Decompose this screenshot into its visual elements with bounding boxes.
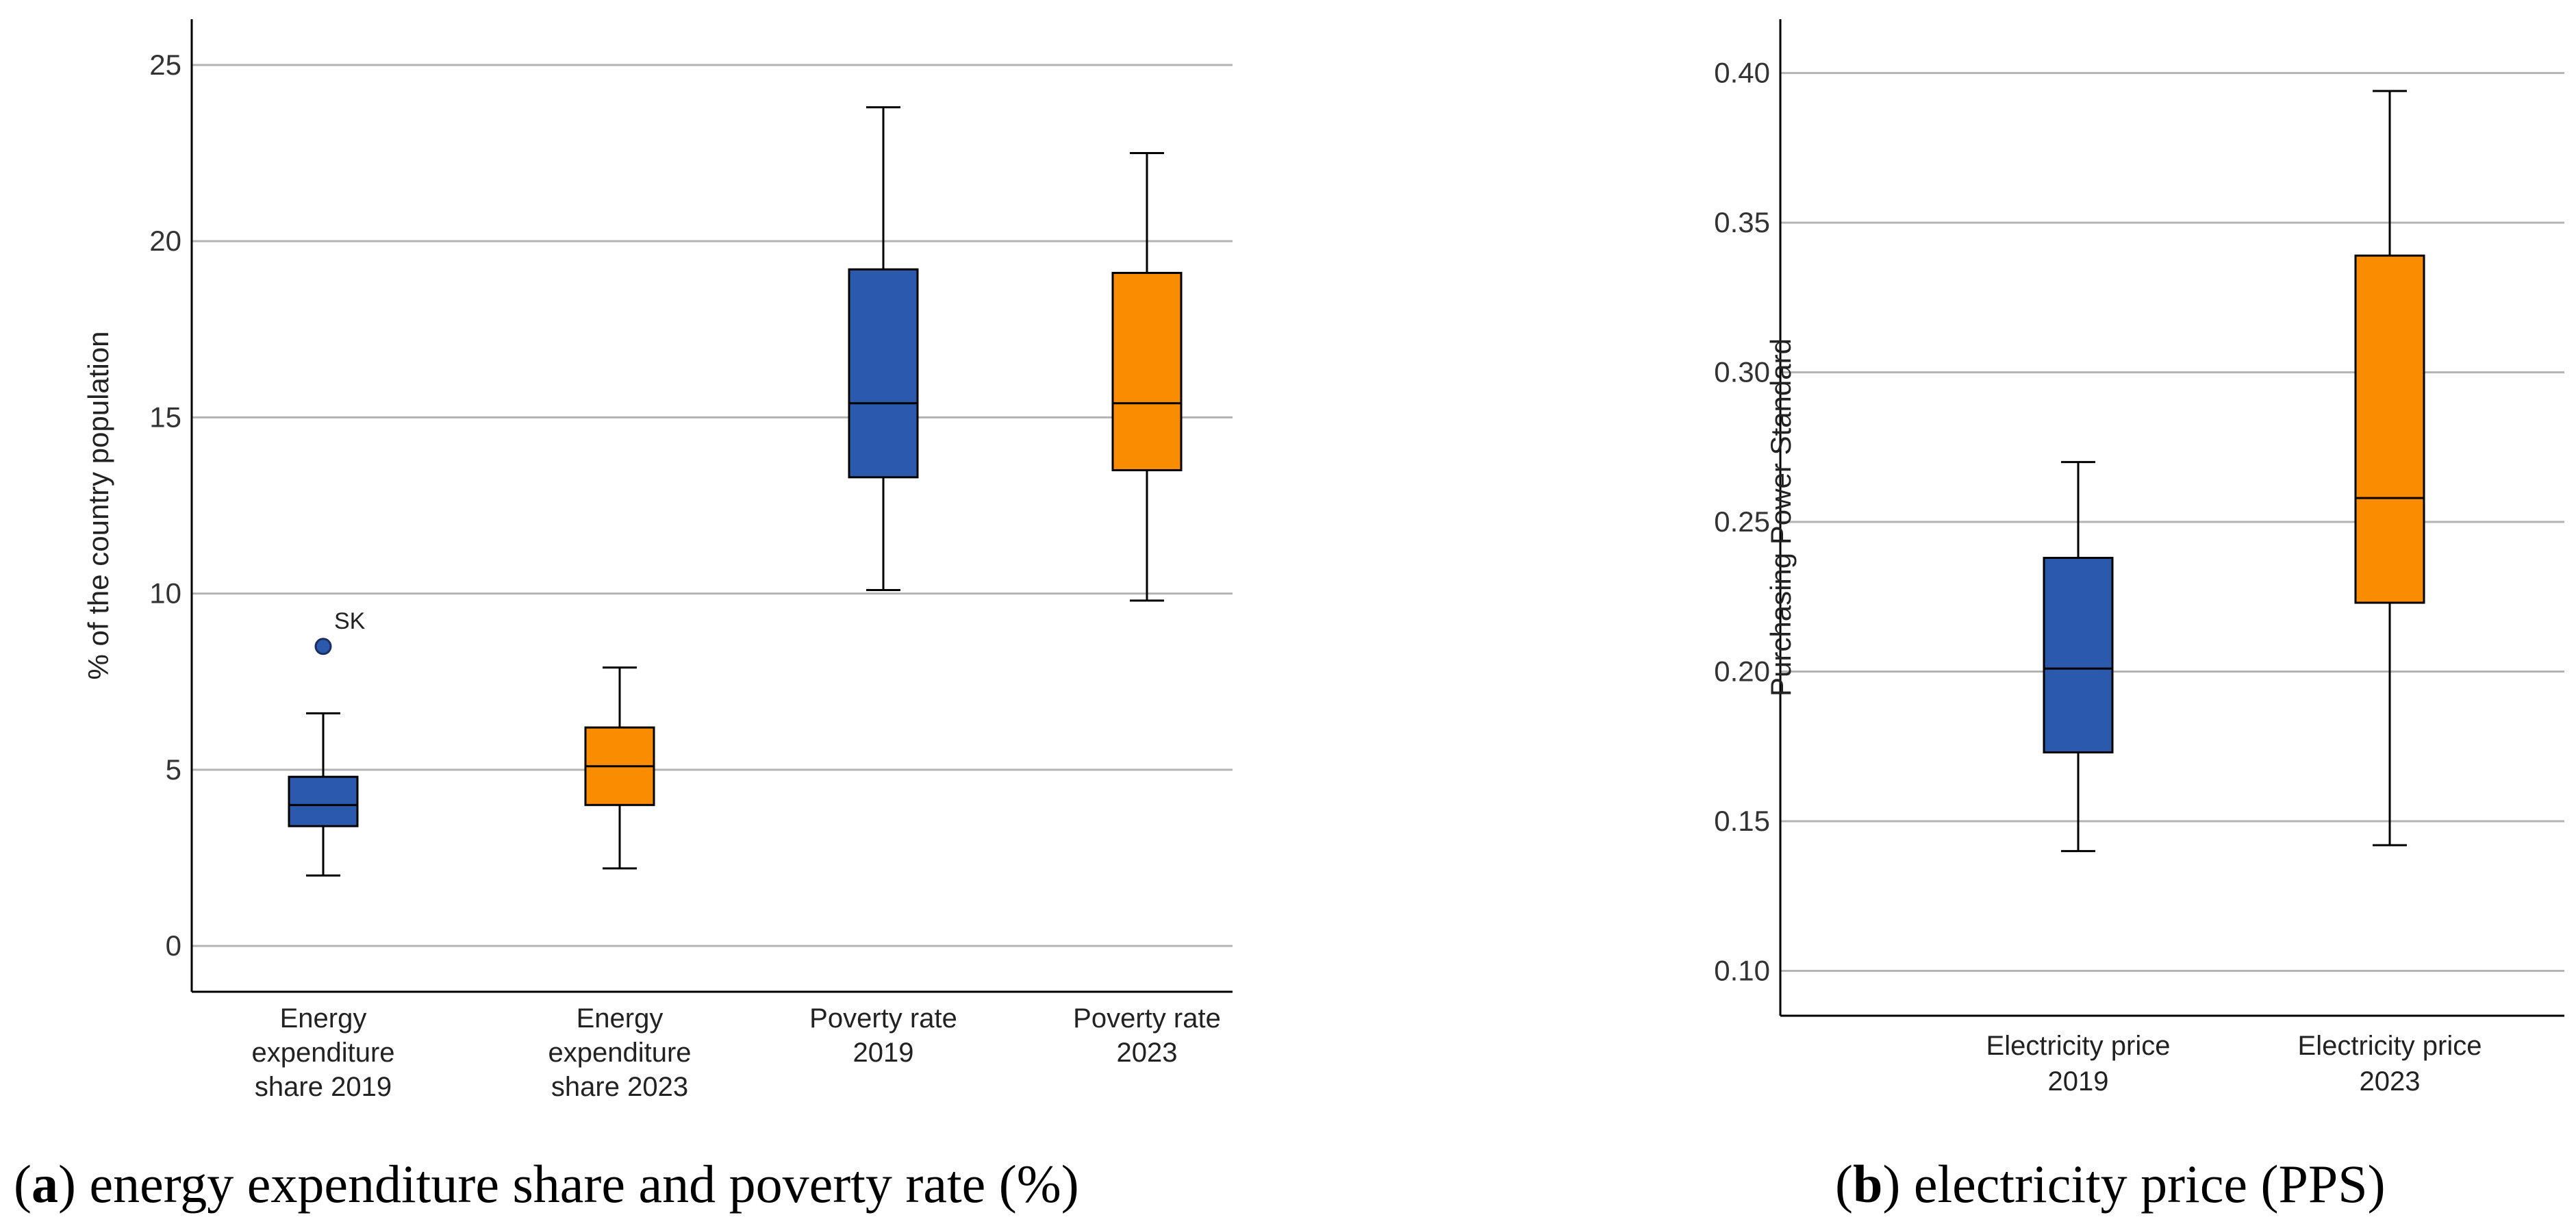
box-plot-3 [848, 106, 919, 591]
caption-letter: b [1853, 1154, 1882, 1214]
box-plot-1: SK [288, 608, 366, 877]
y-tick-label: 25 [149, 49, 181, 81]
y-tick-label: 0 [166, 929, 181, 962]
x-category-label: Poverty rate 2019 [809, 1003, 957, 1068]
x-category-label-line: expenditure [548, 1038, 691, 1068]
x-category-label-line: Poverty rate [809, 1003, 957, 1034]
x-category-label-line: Energy [577, 1003, 664, 1034]
x-category-label-line: Poverty rate [1073, 1003, 1221, 1034]
x-category-label-line: 2019 [2048, 1066, 2109, 1097]
caption-letter: a [31, 1154, 58, 1214]
box-plot-2 [584, 666, 655, 870]
box-plot-2 [2354, 90, 2425, 847]
caption-paren-close: ) [58, 1154, 76, 1214]
y-tick-label: 15 [149, 401, 181, 433]
x-category-label: Electricity price 2019 [1986, 1031, 2171, 1097]
x-category-label-line: 2023 [1117, 1038, 1178, 1068]
x-category-label: Energy expenditure share 2019 [251, 1003, 394, 1102]
y-tick-label: 0.25 [1714, 505, 1770, 538]
y-axis-label: Purchasing Power Standard [1765, 338, 1797, 697]
x-category-label-line: share 2019 [255, 1072, 392, 1102]
y-tick-label: 10 [149, 577, 181, 610]
outlier-label: SK [334, 608, 366, 634]
x-category-label-line: Electricity price [2298, 1031, 2482, 1061]
caption-paren-close: ) [1882, 1154, 1900, 1214]
panel-caption: (b) electricity price (PPS) [1835, 1154, 2386, 1214]
box-iqr [1111, 271, 1183, 472]
box-iqr [2354, 254, 2425, 604]
panel-a-chart: 0 5 10 15 20 25 % of the country population SK E… [14, 19, 1233, 1214]
x-category-label: Energy expenditure share 2023 [548, 1003, 691, 1102]
box-plot-4 [1111, 152, 1183, 602]
box-iqr [2043, 556, 2114, 753]
x-category-label: Electricity price 2023 [2298, 1031, 2482, 1097]
y-tick-label: 0.40 [1714, 57, 1770, 89]
x-category-label-line: 2023 [2360, 1066, 2421, 1097]
x-category-label: Poverty rate 2023 [1073, 1003, 1221, 1068]
caption-paren-open: ( [1835, 1154, 1853, 1214]
y-tick-label: 0.35 [1714, 206, 1770, 238]
y-tick-label: 5 [166, 753, 181, 786]
x-category-label-line: Electricity price [1986, 1031, 2171, 1061]
x-category-label-line: 2019 [853, 1038, 914, 1068]
x-category-label-line: share 2023 [551, 1072, 688, 1102]
y-axis-label: % of the country population [82, 331, 114, 679]
y-tick-label: 20 [149, 225, 181, 257]
caption-text: energy expenditure share and poverty rat… [76, 1154, 1079, 1214]
box-iqr [848, 268, 919, 479]
x-category-label-line: Energy [280, 1003, 367, 1034]
y-tick-label: 0.20 [1714, 655, 1770, 688]
box-plot-1 [2043, 461, 2114, 853]
y-tick-label: 0.15 [1714, 805, 1770, 837]
y-tick-label: 0.30 [1714, 356, 1770, 388]
x-category-label-line: expenditure [251, 1038, 394, 1068]
outlier-point [314, 638, 332, 655]
box-iqr [288, 775, 359, 827]
panel-b-chart: 0.10 0.15 0.20 0.25 0.30 0.35 0.40 Purchasing P… [1714, 19, 2564, 1214]
caption-paren-open: ( [14, 1154, 31, 1214]
panel-caption: (a) energy expenditure share and poverty… [14, 1154, 1079, 1214]
caption-text: electricity price (PPS) [1900, 1154, 2385, 1214]
y-tick-label: 0.10 [1714, 954, 1770, 986]
